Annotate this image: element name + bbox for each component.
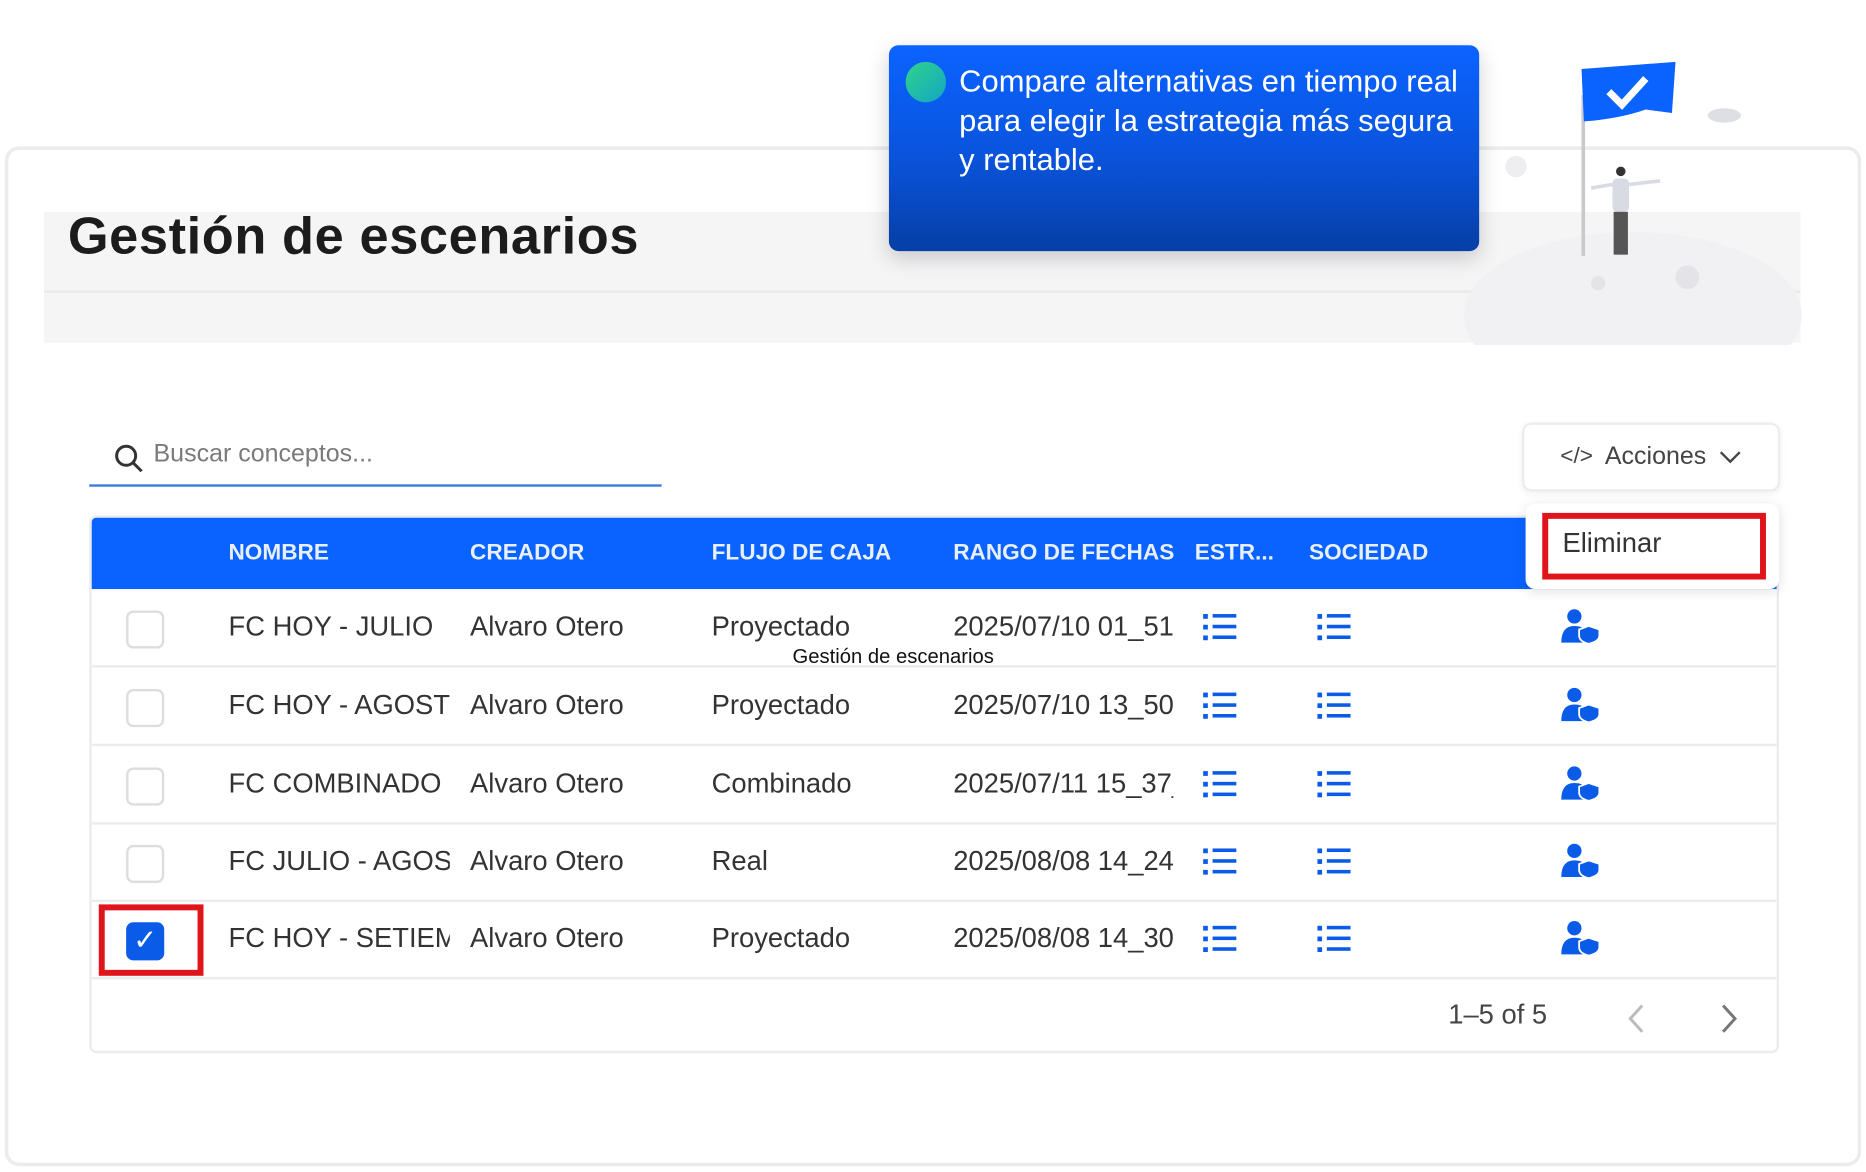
- cell-nombre: FC HOY - JULIO: [228, 610, 434, 642]
- cell-nombre: FC JULIO - AGOSTO: [228, 844, 449, 876]
- user-permissions-icon[interactable]: [1560, 687, 1601, 729]
- user-permissions-icon[interactable]: [1560, 920, 1601, 962]
- search-icon: [115, 444, 143, 473]
- table-row[interactable]: FC HOY - AGOSTO Alvaro Otero Proyectado 202…: [91, 668, 1777, 747]
- flag-illustration-icon: [1463, 61, 1802, 346]
- column-header-flujo[interactable]: FLUJO DE CAJA: [711, 540, 892, 566]
- scenarios-table: NOMBRE CREADOR FLUJO DE CAJA RANGO DE FE…: [89, 515, 1780, 1054]
- row-checkbox[interactable]: [126, 610, 165, 649]
- divider: [44, 290, 1801, 293]
- cell-rango: 2025/07/11 15_37_: [953, 767, 1174, 799]
- code-icon: </>: [1560, 443, 1593, 469]
- row-checkbox[interactable]: [126, 689, 165, 728]
- pagination-label: 1–5 of 5: [1448, 998, 1548, 1030]
- status-dot-icon: [905, 61, 947, 103]
- table-row[interactable]: ✓ FC HOY - SETIEMBRE Alvaro Otero Proyectad…: [91, 901, 1777, 980]
- cell-nombre: FC COMBINADO: [228, 767, 442, 799]
- table-row[interactable]: FC COMBINADO Alvaro Otero Combinado 2025/07…: [91, 746, 1777, 825]
- estrategia-list-icon[interactable]: [1203, 770, 1237, 805]
- sociedad-list-icon[interactable]: [1317, 770, 1351, 805]
- cell-flujo: Combinado: [711, 767, 852, 799]
- column-header-sociedad[interactable]: SOCIEDAD: [1309, 540, 1429, 566]
- cell-flujo: Proyectado: [711, 689, 851, 720]
- cell-flujo: Real: [711, 844, 768, 876]
- column-header-nombre[interactable]: NOMBRE: [228, 540, 329, 566]
- cell-rango: 2025/07/10 01_51_: [953, 610, 1174, 642]
- hover-label: Gestión de escenarios: [792, 644, 994, 668]
- menu-item-eliminar[interactable]: Eliminar: [1542, 512, 1766, 580]
- cell-flujo: Proyectado: [711, 610, 851, 642]
- table-row[interactable]: FC HOY - JULIO Alvaro Otero Proyectado 2025…: [91, 589, 1777, 668]
- cell-creador: Alvaro Otero: [470, 610, 624, 642]
- estrategia-list-icon[interactable]: [1203, 613, 1237, 648]
- user-permissions-icon[interactable]: [1560, 765, 1601, 807]
- row-checkbox[interactable]: [126, 844, 165, 883]
- estrategia-list-icon[interactable]: [1203, 691, 1237, 726]
- user-permissions-icon[interactable]: [1560, 843, 1601, 885]
- cell-flujo: Proyectado: [711, 922, 851, 954]
- table-header: NOMBRE CREADOR FLUJO DE CAJA RANGO DE FE…: [91, 517, 1777, 590]
- row-checkbox[interactable]: ✓: [126, 922, 165, 961]
- cell-nombre: FC HOY - SETIEMBRE: [228, 922, 449, 954]
- prev-page-icon[interactable]: [1627, 1003, 1646, 1034]
- cell-creador: Alvaro Otero: [470, 844, 624, 876]
- next-page-icon[interactable]: [1720, 1003, 1739, 1034]
- table-row[interactable]: FC JULIO - AGOSTO Alvaro Otero Real 2025/08…: [91, 823, 1777, 903]
- tooltip-callout: Compare alternativas en tiempo real para…: [888, 45, 1480, 252]
- sociedad-list-icon[interactable]: [1317, 613, 1351, 648]
- sociedad-list-icon[interactable]: [1317, 925, 1351, 960]
- user-permissions-icon[interactable]: [1560, 608, 1601, 650]
- column-header-creador[interactable]: CREADOR: [470, 540, 585, 566]
- cell-nombre: FC HOY - AGOSTO: [228, 689, 450, 720]
- search-input[interactable]: Buscar conceptos...: [89, 426, 662, 487]
- estrategia-list-icon[interactable]: [1203, 847, 1237, 882]
- cell-rango: 2025/08/08 14_30: [953, 922, 1174, 954]
- sociedad-list-icon[interactable]: [1317, 847, 1351, 882]
- selection-highlight: [98, 904, 204, 976]
- cell-rango: 2025/07/10 13_50_: [953, 689, 1174, 720]
- row-checkbox[interactable]: [126, 767, 165, 806]
- tooltip-text: Compare alternativas en tiempo real para…: [959, 63, 1458, 178]
- column-header-estr[interactable]: ESTR...: [1194, 540, 1274, 566]
- cell-creador: Alvaro Otero: [470, 767, 624, 799]
- actions-button[interactable]: </> Acciones: [1522, 422, 1781, 492]
- actions-label: Acciones: [1604, 442, 1707, 471]
- page-title: Gestión de escenarios: [67, 207, 640, 266]
- actions-menu: Eliminar: [1525, 503, 1780, 590]
- cell-rango: 2025/08/08 14_24: [953, 844, 1174, 876]
- chevron-down-icon: [1719, 451, 1741, 464]
- search-placeholder: Buscar conceptos...: [153, 440, 373, 468]
- cell-creador: Alvaro Otero: [470, 689, 624, 720]
- sociedad-list-icon[interactable]: [1317, 691, 1351, 726]
- estrategia-list-icon[interactable]: [1203, 925, 1237, 960]
- column-header-rango[interactable]: RANGO DE FECHAS: [953, 540, 1175, 566]
- cell-creador: Alvaro Otero: [470, 922, 624, 954]
